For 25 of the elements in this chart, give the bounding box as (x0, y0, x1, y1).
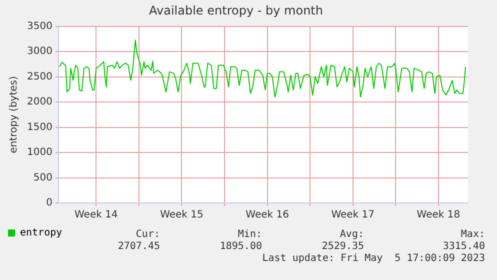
text: 3315.40 (442, 241, 485, 252)
y-axis-title: entropy (bytes) (8, 76, 20, 154)
text: 2529.35 (322, 241, 364, 252)
text: Min: (238, 229, 262, 240)
text: 2707.45 (118, 241, 160, 252)
y-tick-label: 2000 (26, 96, 52, 108)
x-tick-label: Week 15 (160, 210, 204, 221)
text: Cur: (136, 229, 160, 240)
y-tick-label: 2500 (26, 71, 52, 82)
x-tick-label: Week 14 (74, 210, 118, 221)
x-tick-label: Week 18 (416, 210, 460, 221)
y-tick-label: 1000 (26, 147, 52, 158)
text: Avg: (340, 229, 364, 240)
legend-label: entropy (20, 228, 62, 239)
y-tick-label: 3500 (26, 20, 52, 32)
x-tick-label: Week 17 (331, 210, 375, 221)
x-tick-label: Week 16 (246, 210, 289, 221)
text: 1895.00 (220, 241, 262, 252)
y-tick-label: 1500 (26, 122, 52, 133)
text: Last update: Fri May 5 17:00:09 2023 (262, 253, 485, 264)
chart-title: Available entropy - by month (149, 3, 323, 18)
y-tick-label: 3000 (26, 46, 52, 58)
y-tick-label: 0 (46, 198, 52, 209)
text: Max: (460, 229, 485, 240)
y-tick-label: 500 (33, 172, 52, 184)
